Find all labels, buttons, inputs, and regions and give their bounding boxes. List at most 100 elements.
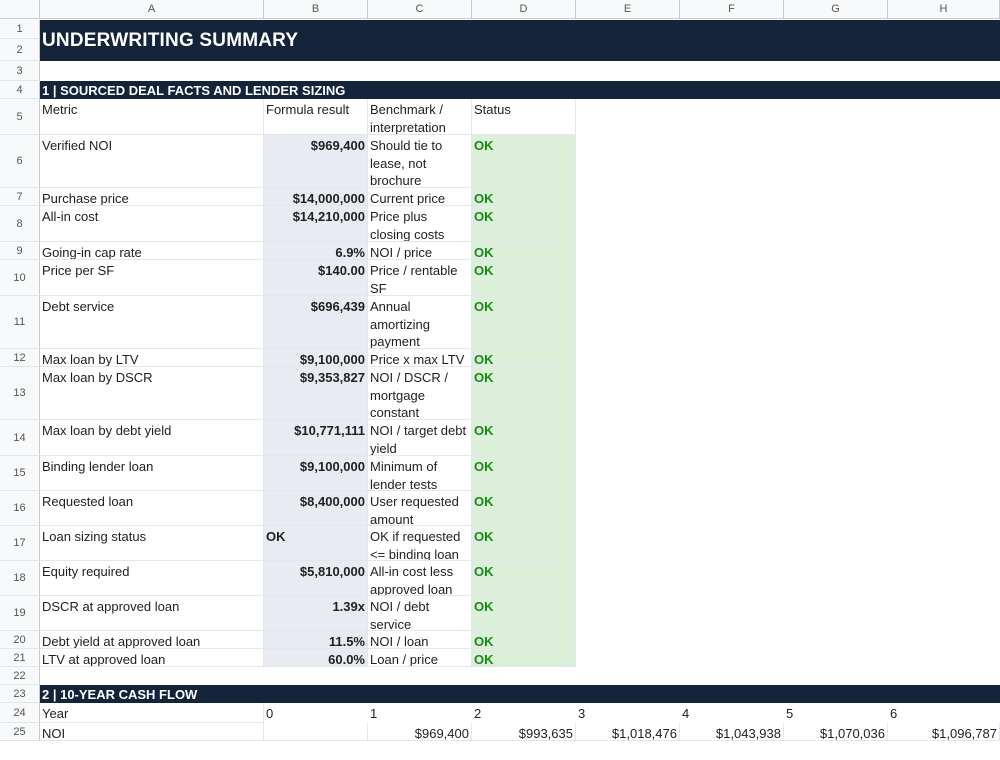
- benchmark-cell[interactable]: OK if requested <= binding loan: [368, 526, 472, 561]
- formula-result-cell[interactable]: 60.0%: [264, 649, 368, 667]
- formula-result-cell[interactable]: OK: [264, 526, 368, 561]
- status-cell[interactable]: OK: [472, 296, 576, 349]
- benchmark-cell[interactable]: Annual amortizing payment: [368, 296, 472, 349]
- metric-cell[interactable]: All-in cost: [40, 206, 264, 242]
- row-header-17[interactable]: 17: [0, 526, 40, 561]
- year-cell[interactable]: 2: [474, 706, 482, 721]
- year-cell[interactable]: 6: [890, 706, 898, 721]
- year-cell[interactable]: 1: [370, 706, 378, 721]
- status-cell[interactable]: OK: [472, 206, 576, 242]
- column-header-h[interactable]: H: [888, 0, 1000, 19]
- header-formula-result[interactable]: Formula result: [264, 99, 368, 135]
- row-header-25[interactable]: 25: [0, 723, 40, 741]
- formula-result-cell[interactable]: 11.5%: [264, 631, 368, 649]
- row-header-5[interactable]: 5: [0, 99, 40, 135]
- noi-cell[interactable]: [264, 723, 368, 741]
- benchmark-cell[interactable]: Loan / price: [368, 649, 472, 667]
- benchmark-cell[interactable]: NOI / DSCR / mortgage constant: [368, 367, 472, 420]
- column-header-f[interactable]: F: [680, 0, 784, 19]
- row-header-24[interactable]: 24: [0, 703, 40, 723]
- metric-cell[interactable]: Purchase price: [40, 188, 264, 206]
- metric-cell[interactable]: Max loan by LTV: [40, 349, 264, 367]
- row-header-12[interactable]: 12: [0, 349, 40, 367]
- formula-result-cell[interactable]: $8,400,000: [264, 491, 368, 526]
- year-label-cell[interactable]: Year: [40, 703, 264, 723]
- metric-cell[interactable]: LTV at approved loan: [40, 649, 264, 667]
- row-header-23[interactable]: 23: [0, 685, 40, 703]
- formula-result-cell[interactable]: $9,100,000: [264, 349, 368, 367]
- benchmark-cell[interactable]: Price / rentable SF: [368, 260, 472, 296]
- header-benchmark[interactable]: Benchmark / interpretation: [368, 99, 472, 135]
- formula-result-cell[interactable]: 1.39x: [264, 596, 368, 631]
- metric-cell[interactable]: Loan sizing status: [40, 526, 264, 561]
- row-header-22[interactable]: 22: [0, 667, 40, 685]
- status-cell[interactable]: OK: [472, 135, 576, 188]
- benchmark-cell[interactable]: NOI / target debt yield: [368, 420, 472, 456]
- formula-result-cell[interactable]: $9,100,000: [264, 456, 368, 491]
- noi-cell[interactable]: $1,070,036: [784, 723, 888, 741]
- formula-result-cell[interactable]: $5,810,000: [264, 561, 368, 596]
- metric-cell[interactable]: Max loan by debt yield: [40, 420, 264, 456]
- row-header-10[interactable]: 10: [0, 260, 40, 296]
- benchmark-cell[interactable]: NOI / price: [368, 242, 472, 260]
- year-cell[interactable]: 5: [786, 706, 794, 721]
- metric-cell[interactable]: Verified NOI: [40, 135, 264, 188]
- metric-cell[interactable]: Debt yield at approved loan: [40, 631, 264, 649]
- formula-result-cell[interactable]: $14,210,000: [264, 206, 368, 242]
- row-header-6[interactable]: 6: [0, 135, 40, 188]
- status-cell[interactable]: OK: [472, 367, 576, 420]
- metric-cell[interactable]: Price per SF: [40, 260, 264, 296]
- status-cell[interactable]: OK: [472, 631, 576, 649]
- status-cell[interactable]: OK: [472, 596, 576, 631]
- year-cell[interactable]: 0: [266, 706, 274, 721]
- row-header-15[interactable]: 15: [0, 456, 40, 491]
- formula-result-cell[interactable]: $14,000,000: [264, 188, 368, 206]
- metric-cell[interactable]: Going-in cap rate: [40, 242, 264, 260]
- row-header-9[interactable]: 9: [0, 242, 40, 260]
- row-header-2[interactable]: 2: [0, 39, 40, 61]
- row-header-20[interactable]: 20: [0, 631, 40, 649]
- benchmark-cell[interactable]: NOI / loan: [368, 631, 472, 649]
- column-header-g[interactable]: G: [784, 0, 888, 19]
- noi-cell[interactable]: $1,018,476: [576, 723, 680, 741]
- select-all-corner[interactable]: [0, 0, 40, 19]
- benchmark-cell[interactable]: Current price: [368, 188, 472, 206]
- column-header-d[interactable]: D: [472, 0, 576, 19]
- formula-result-cell[interactable]: $9,353,827: [264, 367, 368, 420]
- metric-cell[interactable]: Requested loan: [40, 491, 264, 526]
- column-header-a[interactable]: A: [40, 0, 264, 19]
- status-cell[interactable]: OK: [472, 260, 576, 296]
- column-header-c[interactable]: C: [368, 0, 472, 19]
- formula-result-cell[interactable]: $140.00: [264, 260, 368, 296]
- benchmark-cell[interactable]: NOI / debt service: [368, 596, 472, 631]
- row-header-19[interactable]: 19: [0, 596, 40, 631]
- row-header-14[interactable]: 14: [0, 420, 40, 456]
- benchmark-cell[interactable]: Price x max LTV: [368, 349, 472, 367]
- status-cell[interactable]: OK: [472, 242, 576, 260]
- row-header-21[interactable]: 21: [0, 649, 40, 667]
- noi-cell[interactable]: $969,400: [368, 723, 472, 741]
- status-cell[interactable]: OK: [472, 456, 576, 491]
- metric-cell[interactable]: Debt service: [40, 296, 264, 349]
- benchmark-cell[interactable]: User requested amount: [368, 491, 472, 526]
- noi-cell[interactable]: $993,635: [472, 723, 576, 741]
- benchmark-cell[interactable]: Price plus closing costs: [368, 206, 472, 242]
- row-header-1[interactable]: 1: [0, 20, 40, 39]
- metric-cell[interactable]: Max loan by DSCR: [40, 367, 264, 420]
- noi-cell[interactable]: $1,043,938: [680, 723, 784, 741]
- status-cell[interactable]: OK: [472, 561, 576, 596]
- row-header-3[interactable]: 3: [0, 61, 40, 81]
- noi-cell[interactable]: $1,096,787: [888, 723, 1000, 741]
- year-cell[interactable]: 3: [578, 706, 586, 721]
- metric-cell[interactable]: DSCR at approved loan: [40, 596, 264, 631]
- header-metric[interactable]: Metric: [40, 99, 264, 135]
- column-header-b[interactable]: B: [264, 0, 368, 19]
- formula-result-cell[interactable]: $10,771,111: [264, 420, 368, 456]
- row-header-8[interactable]: 8: [0, 206, 40, 242]
- status-cell[interactable]: OK: [472, 188, 576, 206]
- row-header-16[interactable]: 16: [0, 491, 40, 526]
- status-cell[interactable]: OK: [472, 420, 576, 456]
- benchmark-cell[interactable]: Should tie to lease, not brochure: [368, 135, 472, 188]
- metric-cell[interactable]: Equity required: [40, 561, 264, 596]
- status-cell[interactable]: OK: [472, 649, 576, 667]
